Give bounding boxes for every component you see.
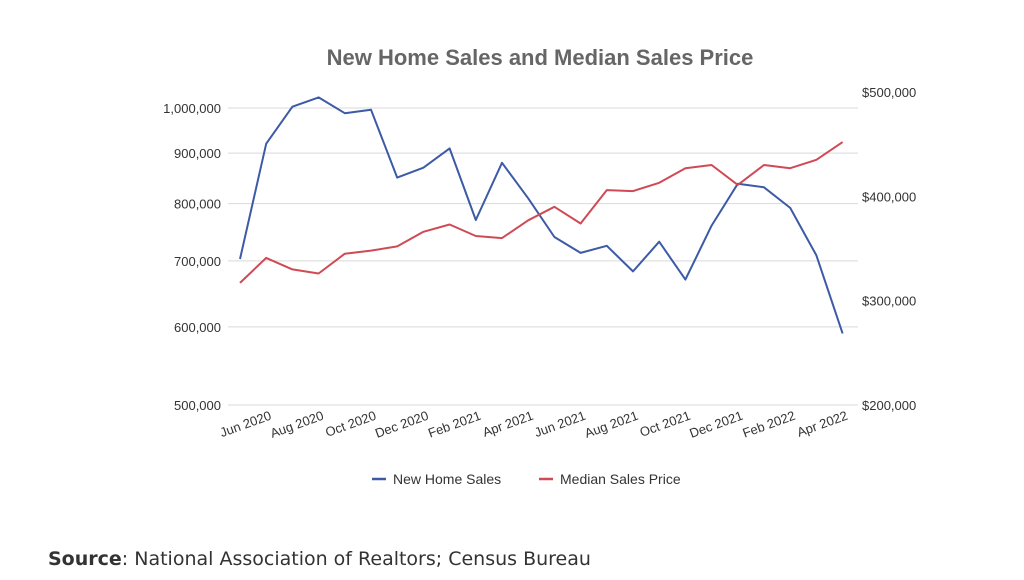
series-line-median-sales-price xyxy=(239,141,844,284)
left-tick-label: 600,000 xyxy=(174,320,221,335)
x-tick-label: Apr 2022 xyxy=(795,408,850,440)
legend: New Home Sales Median Sales Price xyxy=(372,471,681,487)
x-tick-label: Feb 2021 xyxy=(426,408,483,441)
x-tick-label: Aug 2020 xyxy=(268,408,325,441)
right-tick-label: $400,000 xyxy=(862,189,916,204)
x-tick-label: Apr 2021 xyxy=(481,408,536,440)
right-axis-ticks: $200,000 $300,000 $400,000 $500,000 xyxy=(862,85,916,413)
left-tick-label: 500,000 xyxy=(174,398,221,413)
source-note: Source: National Association of Realtors… xyxy=(48,548,591,570)
right-tick-label: $200,000 xyxy=(862,398,916,413)
series-lines xyxy=(239,96,844,334)
left-tick-label: 900,000 xyxy=(174,146,221,161)
left-tick-label: 700,000 xyxy=(174,254,221,269)
x-tick-label: Oct 2020 xyxy=(323,408,378,440)
x-tick-label: Dec 2020 xyxy=(373,408,430,441)
series-line-new-home-sales xyxy=(239,96,844,334)
source-label: Source xyxy=(48,548,122,570)
x-tick-label: Jun 2020 xyxy=(218,408,273,440)
right-tick-label: $500,000 xyxy=(862,85,916,100)
left-tick-label: 1,000,000 xyxy=(163,101,221,116)
x-tick-label: Oct 2021 xyxy=(638,408,693,440)
x-tick-label: Aug 2021 xyxy=(583,408,640,441)
x-tick-label: Jun 2021 xyxy=(532,408,587,440)
gridlines xyxy=(228,107,858,406)
legend-label: Median Sales Price xyxy=(560,471,681,487)
chart-title: New Home Sales and Median Sales Price xyxy=(327,45,754,70)
right-tick-label: $300,000 xyxy=(862,294,916,309)
x-tick-label: Dec 2021 xyxy=(687,408,744,441)
left-axis-ticks: 500,000 600,000 700,000 800,000 900,000 1,000… xyxy=(163,101,221,413)
x-tick-label: Feb 2022 xyxy=(740,408,797,441)
source-text: : National Association of Realtors; Cens… xyxy=(121,548,591,570)
line-chart: New Home Sales and Median Sales Price 50… xyxy=(163,45,916,487)
left-tick-label: 800,000 xyxy=(174,197,221,212)
legend-label: New Home Sales xyxy=(393,471,501,487)
